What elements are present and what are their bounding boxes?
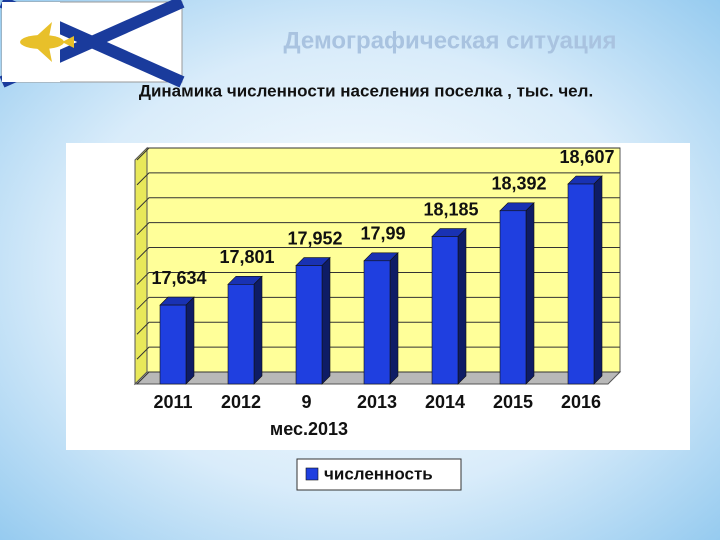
- value-label: 17,801: [219, 247, 274, 267]
- bar-side: [457, 227, 467, 385]
- x-tick-label: 2014: [425, 392, 465, 412]
- grid-line: [136, 197, 620, 211]
- bar-side: [525, 202, 535, 385]
- grid-line: [136, 222, 620, 236]
- legend: [296, 458, 462, 491]
- chart-subtitle: Динамика численности населения поселка ,…: [139, 81, 593, 100]
- bar: [227, 275, 263, 385]
- x-tick-label: 2016: [561, 392, 601, 412]
- bar-front: [363, 260, 391, 385]
- bar-side: [185, 296, 195, 385]
- value-label: 17,952: [287, 228, 342, 248]
- bar-side: [593, 175, 603, 385]
- value-label: 18,185: [423, 199, 478, 219]
- value-label: 17,99: [360, 224, 405, 244]
- bar-front: [159, 304, 187, 385]
- bar: [431, 227, 467, 385]
- bar: [363, 252, 399, 385]
- side-wall: [134, 146, 148, 386]
- bar-front: [295, 265, 323, 385]
- x-tick-label: 2015: [493, 392, 533, 412]
- grid-line: [136, 172, 620, 186]
- value-label: 17,634: [151, 268, 206, 288]
- bar: [159, 296, 195, 385]
- bar-front: [431, 236, 459, 385]
- x-tick-label: 2012: [221, 392, 261, 412]
- value-label: 18,392: [491, 174, 546, 194]
- bar-side: [253, 275, 263, 385]
- bar-front: [567, 183, 595, 385]
- x-tick-label: 9 мес.2013: [270, 392, 348, 439]
- x-tick-label-line: 9: [301, 392, 316, 412]
- plot: 2011 2012 9 мес.2013 2013 2014 2015 2016 17,634…: [136, 147, 620, 439]
- bar-front: [227, 284, 255, 385]
- legend-swatch: [305, 467, 319, 481]
- bar: [499, 202, 535, 385]
- x-tick-label: 2013: [357, 392, 397, 412]
- bar: [567, 175, 603, 385]
- grid-line: [136, 147, 620, 161]
- bar-side: [321, 256, 331, 385]
- x-tick-label-line: мес.2013: [270, 419, 348, 439]
- bar: [295, 256, 331, 385]
- bar-front: [499, 210, 527, 385]
- x-tick-label: 2011: [153, 392, 192, 412]
- slide-title: Демографическая ситуация: [284, 27, 617, 54]
- value-label: 18,607: [559, 147, 614, 167]
- legend-label: численность: [324, 464, 433, 483]
- flag: [0, 0, 185, 88]
- bar-side: [389, 252, 399, 385]
